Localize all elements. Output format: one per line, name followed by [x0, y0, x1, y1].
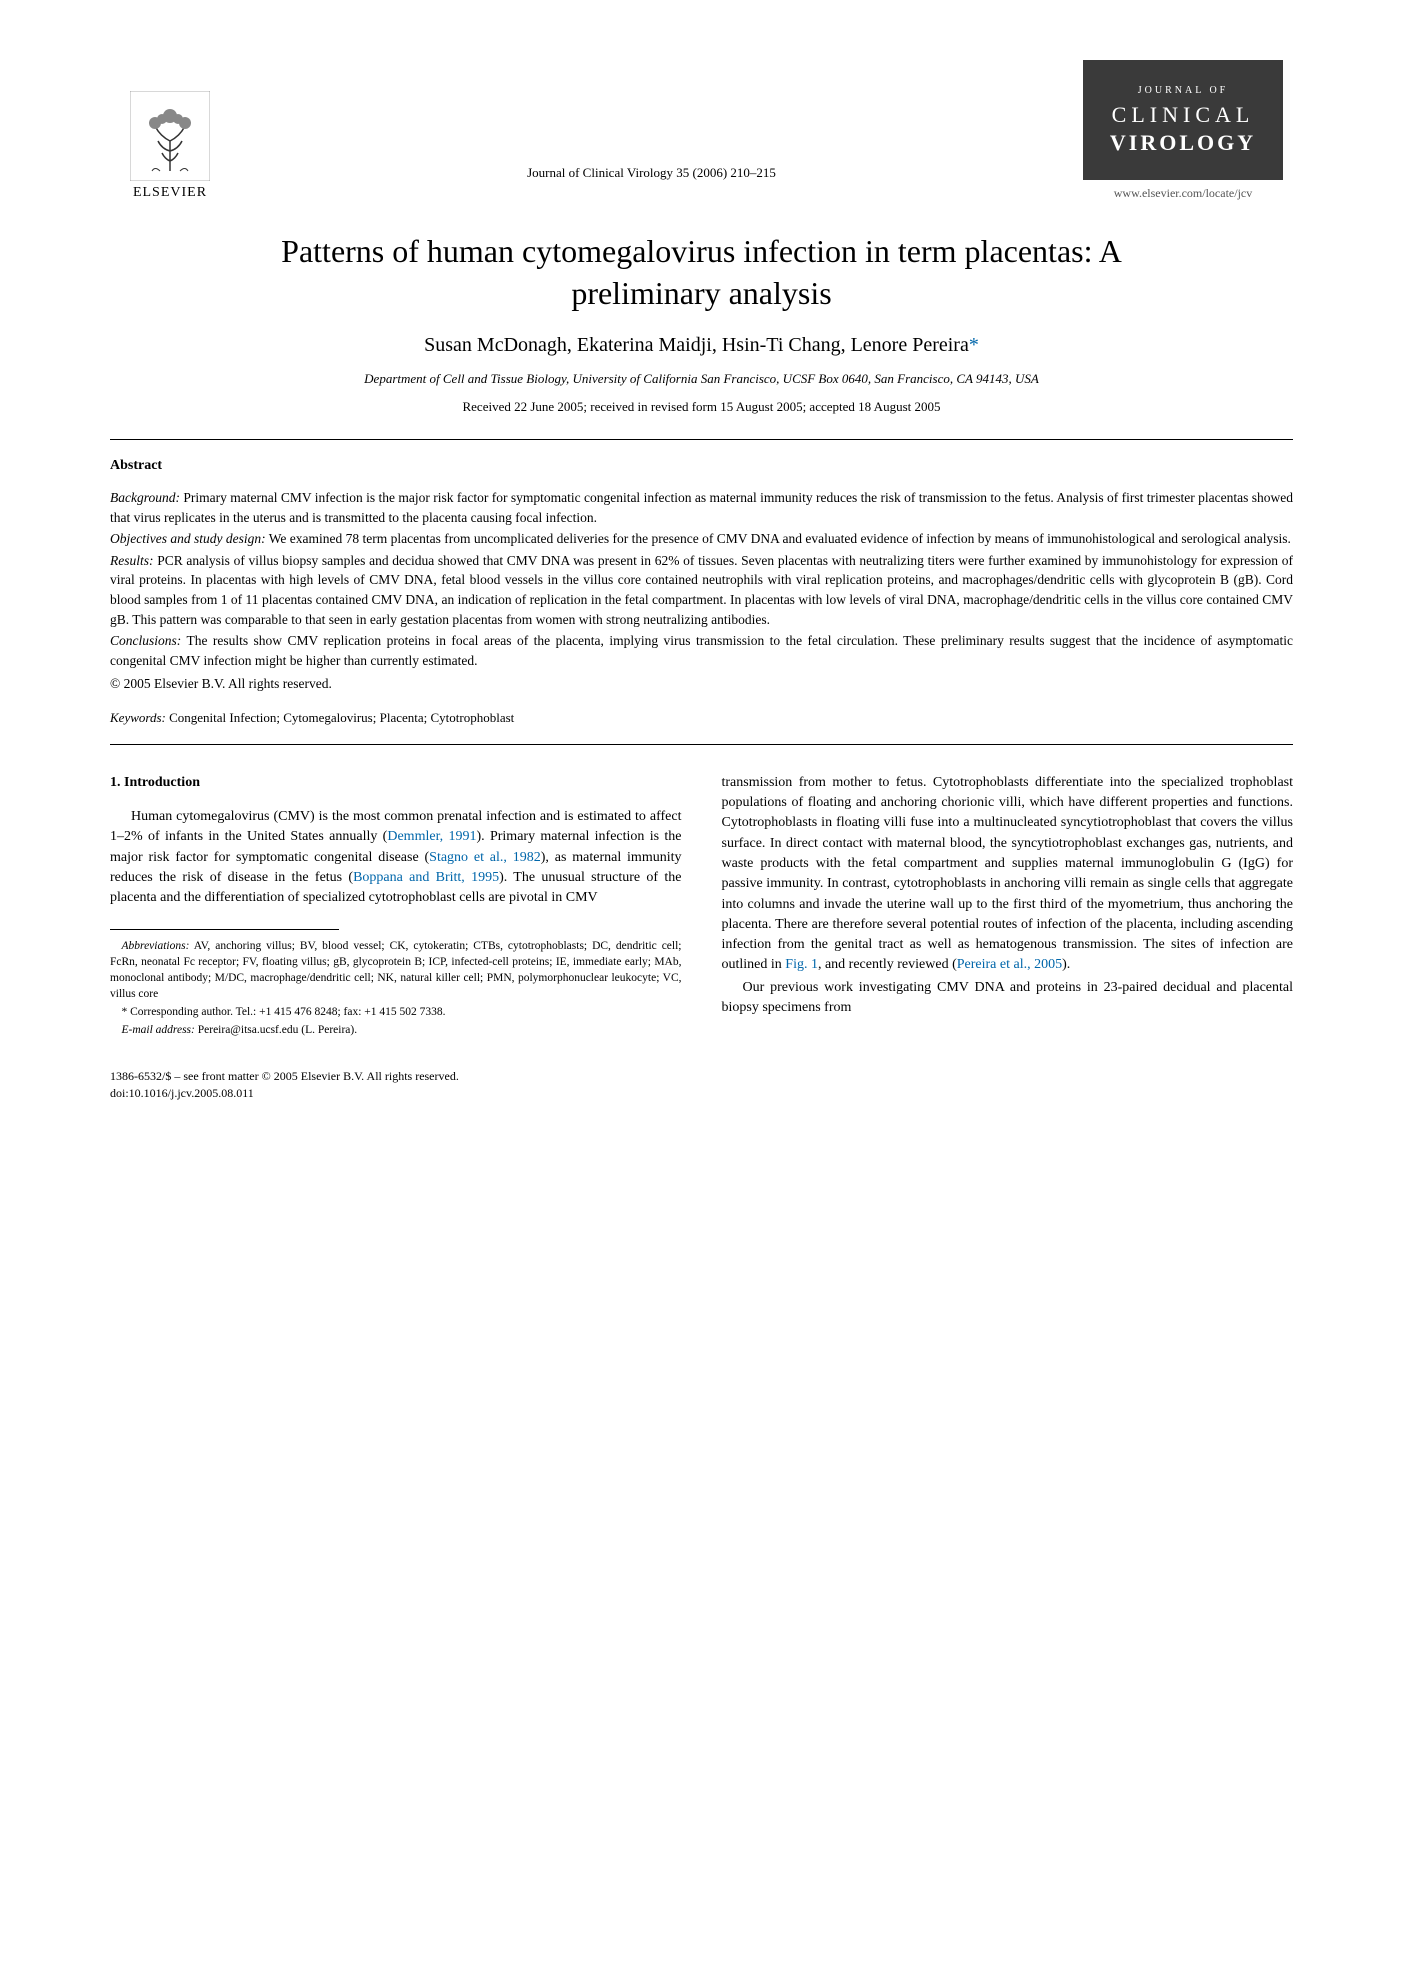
citation-fig1[interactable]: Fig. 1 — [785, 957, 818, 972]
abs-heading-bg: Background: — [110, 490, 180, 505]
publisher-block: ELSEVIER — [110, 91, 230, 201]
column-left: 1. Introduction Human cytomegalovirus (C… — [110, 773, 682, 1040]
footnote-corresponding: * Corresponding author. Tel.: +1 415 476… — [110, 1004, 682, 1020]
fn-corr-mark: * — [122, 1006, 128, 1018]
abs-text-obj: We examined 78 term placentas from uncom… — [269, 531, 1291, 546]
footnote-email: E-mail address: Pereira@itsa.ucsf.edu (L… — [110, 1022, 682, 1038]
intro-right-1b: , and recently reviewed ( — [818, 957, 957, 972]
abs-text-bg: Primary maternal CMV infection is the ma… — [110, 490, 1293, 525]
journal-cover-line2: CLINICAL — [1112, 102, 1255, 128]
abstract-label: Abstract — [110, 458, 1293, 474]
intro-right-1c: ). — [1062, 957, 1070, 972]
publisher-name: ELSEVIER — [133, 185, 207, 201]
journal-reference: Journal of Clinical Virology 35 (2006) 2… — [230, 165, 1073, 201]
column-right: transmission from mother to fetus. Cytot… — [722, 773, 1294, 1040]
citation-demmler[interactable]: Demmler, 1991 — [387, 829, 476, 844]
keywords-label: Keywords: — [110, 710, 166, 725]
keywords-line: Keywords: Congenital Infection; Cytomega… — [110, 710, 1293, 726]
footnote-abbrev: Abbreviations: AV, anchoring villus; BV,… — [110, 938, 682, 1002]
abstract-objectives: Objectives and study design: We examined… — [110, 529, 1293, 549]
abstract-body: Background: Primary maternal CMV infecti… — [110, 488, 1293, 694]
abs-text-res: PCR analysis of villus biopsy samples an… — [110, 553, 1293, 627]
citation-stagno[interactable]: Stagno et al., 1982 — [429, 850, 541, 865]
abs-text-con: The results show CMV replication protein… — [110, 633, 1293, 668]
journal-block: JOURNAL OF CLINICAL VIROLOGY www.elsevie… — [1073, 60, 1293, 201]
footnote-rule — [110, 929, 339, 930]
doi-line2: doi:10.1016/j.jcv.2005.08.011 — [110, 1085, 1293, 1102]
intro-paragraph-right-1: transmission from mother to fetus. Cytot… — [722, 773, 1294, 976]
fn-abbrev-label: Abbreviations: — [122, 940, 190, 952]
journal-cover-line3: VIROLOGY — [1110, 130, 1256, 156]
corresponding-mark: * — [969, 334, 979, 356]
abstract-background: Background: Primary maternal CMV infecti… — [110, 488, 1293, 527]
footnotes: Abbreviations: AV, anchoring villus; BV,… — [110, 938, 682, 1039]
copyright: © 2005 Elsevier B.V. All rights reserved… — [110, 674, 1293, 694]
fn-corr-text: Corresponding author. Tel.: +1 415 476 8… — [130, 1006, 445, 1018]
fn-email-text: Pereira@itsa.ucsf.edu (L. Pereira). — [198, 1024, 357, 1036]
author-list: Susan McDonagh, Ekaterina Maidji, Hsin-T… — [424, 334, 969, 356]
abs-heading-con: Conclusions: — [110, 633, 181, 648]
fn-email-label: E-mail address: — [122, 1024, 195, 1036]
intro-right-1a: transmission from mother to fetus. Cytot… — [722, 775, 1294, 973]
affiliation: Department of Cell and Tissue Biology, U… — [110, 371, 1293, 387]
rule-top — [110, 439, 1293, 440]
section-1-heading: 1. Introduction — [110, 773, 682, 793]
article-dates: Received 22 June 2005; received in revis… — [110, 399, 1293, 415]
abstract-conclusions: Conclusions: The results show CMV replic… — [110, 631, 1293, 670]
citation-boppana[interactable]: Boppana and Britt, 1995 — [353, 870, 499, 885]
page-header: ELSEVIER Journal of Clinical Virology 35… — [110, 60, 1293, 201]
abstract-results: Results: PCR analysis of villus biopsy s… — [110, 551, 1293, 629]
abs-heading-obj: Objectives and study design: — [110, 531, 266, 546]
intro-paragraph-left: Human cytomegalovirus (CMV) is the most … — [110, 807, 682, 908]
journal-cover: JOURNAL OF CLINICAL VIROLOGY — [1083, 60, 1283, 180]
doi-line1: 1386-6532/$ – see front matter © 2005 El… — [110, 1068, 1293, 1085]
keywords-text: Congenital Infection; Cytomegalovirus; P… — [169, 710, 514, 725]
body-columns: 1. Introduction Human cytomegalovirus (C… — [110, 773, 1293, 1040]
doi-block: 1386-6532/$ – see front matter © 2005 El… — [110, 1068, 1293, 1102]
fn-abbrev-text: AV, anchoring villus; BV, blood vessel; … — [110, 940, 682, 1000]
journal-url: www.elsevier.com/locate/jcv — [1114, 186, 1253, 201]
intro-paragraph-right-2: Our previous work investigating CMV DNA … — [722, 978, 1294, 1019]
citation-pereira[interactable]: Pereira et al., 2005 — [957, 957, 1062, 972]
authors: Susan McDonagh, Ekaterina Maidji, Hsin-T… — [110, 334, 1293, 357]
journal-cover-line1: JOURNAL OF — [1138, 85, 1228, 96]
abs-heading-res: Results: — [110, 553, 154, 568]
rule-bottom — [110, 744, 1293, 745]
elsevier-tree-icon — [130, 91, 210, 181]
article-title: Patterns of human cytomegalovirus infect… — [252, 231, 1152, 314]
